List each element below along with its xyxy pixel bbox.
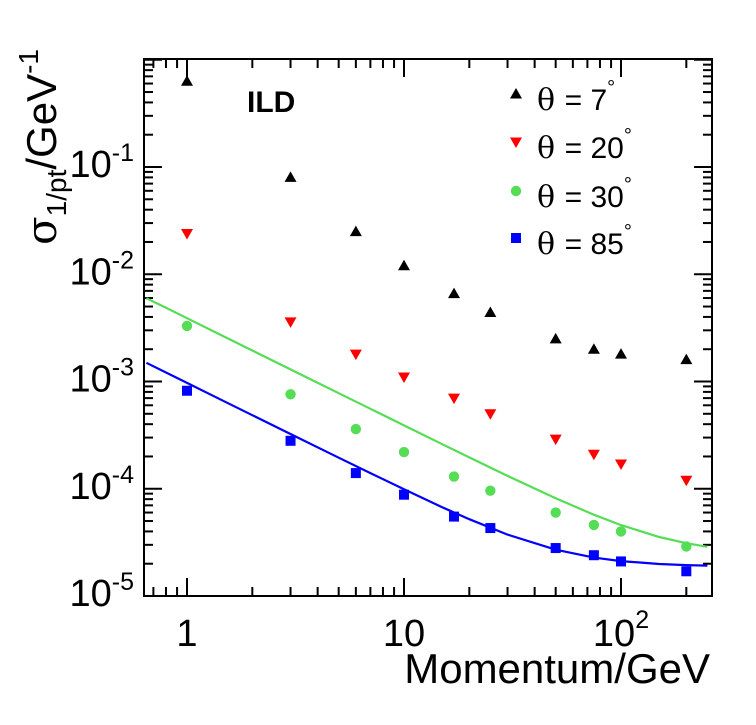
data-point [680, 353, 693, 365]
data-point [349, 349, 362, 361]
data-point [550, 507, 561, 518]
y-tick-label: 10-5 [69, 568, 134, 615]
data-point [181, 320, 193, 332]
data-point [680, 475, 693, 487]
data-point [285, 435, 296, 446]
data-point [350, 468, 361, 479]
legend-label: θ = 85° [537, 221, 632, 262]
y-tick-label: 10-4 [69, 461, 134, 508]
data-point [549, 332, 562, 344]
x-tick-label: 10 [383, 613, 425, 655]
data-point [587, 343, 600, 354]
legend-label: θ = 20° [537, 125, 632, 166]
data-point [587, 449, 600, 461]
data-point [350, 423, 362, 435]
data-point [181, 228, 193, 240]
data-point [398, 259, 410, 271]
data-point [399, 489, 409, 500]
legend-marker [510, 185, 522, 197]
y-tick-label: 10-3 [69, 354, 134, 401]
data-point [588, 519, 600, 531]
y-axis-label-symbol: σ [17, 216, 66, 245]
x-axis-label: Momentum/GeV [404, 645, 710, 692]
data-points [181, 75, 693, 577]
data-point [485, 485, 496, 496]
y-tick-label: 10-1 [69, 139, 134, 186]
y-axis-label-exponent: -1 [13, 49, 44, 74]
y-axis-label-subscript: 1/pt [41, 169, 72, 216]
legend-marker [510, 137, 522, 148]
tick-labels: 1 10 102 10-1 10-2 10-3 10-4 10-5 [69, 139, 649, 655]
x-tick-label: 102 [593, 606, 649, 655]
data-point [549, 434, 562, 446]
y-axis-label: σ1/pt/GeV-1 [13, 49, 72, 245]
data-point [484, 409, 497, 420]
data-point [681, 566, 692, 577]
legend-marker [511, 233, 521, 243]
data-point [182, 385, 192, 396]
data-point [398, 446, 410, 458]
data-point [681, 541, 692, 552]
data-point [448, 471, 460, 482]
data-point [349, 225, 362, 237]
data-point [449, 511, 460, 522]
data-point [615, 526, 627, 537]
fit-curve [145, 297, 708, 548]
data-point [616, 556, 626, 567]
data-point [448, 393, 461, 405]
data-point [615, 459, 627, 471]
data-point [181, 75, 193, 86]
x-tick-label: 1 [176, 613, 197, 655]
data-point [484, 306, 497, 317]
data-point [550, 543, 561, 554]
data-point [615, 348, 627, 359]
y-tick-label: 10-2 [69, 246, 134, 293]
fit-curves [145, 297, 708, 567]
data-point [284, 171, 297, 182]
axis-ticks [144, 58, 712, 597]
legend-label: θ = 30° [537, 174, 632, 215]
data-point [448, 287, 461, 299]
plot-frame [143, 58, 713, 597]
fit-curve [145, 361, 708, 567]
legend-marker [510, 88, 522, 99]
legend-label: θ = 7° [537, 77, 615, 118]
legend: θ = 7° θ = 20° θ = 30° θ = 85° [510, 77, 632, 262]
data-point [285, 389, 296, 400]
ild-annotation: ILD [247, 86, 295, 119]
y-axis-label-suffix: /GeV [18, 74, 65, 170]
data-point [485, 523, 496, 534]
data-point [284, 317, 297, 328]
data-point [398, 372, 410, 384]
data-point [588, 550, 599, 561]
